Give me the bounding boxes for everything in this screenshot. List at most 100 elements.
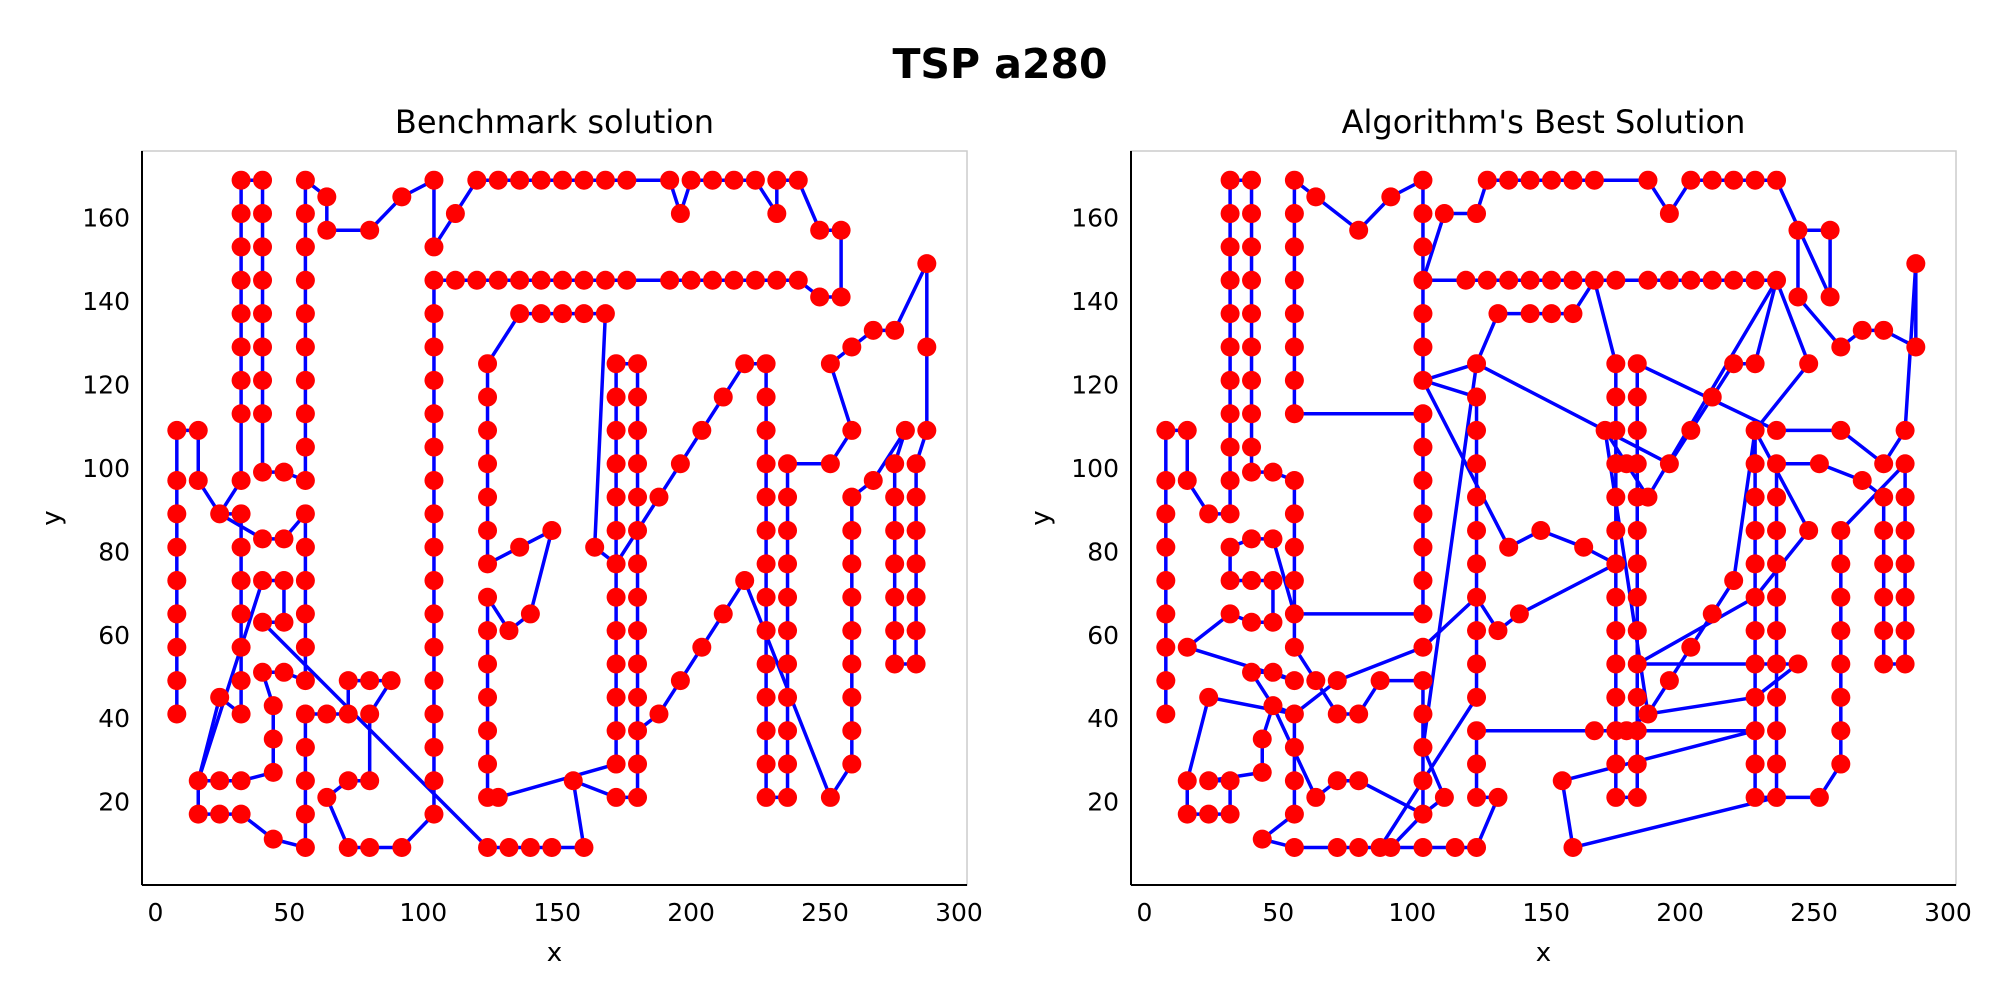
algorithm-city-point [1263, 571, 1283, 591]
algorithm-city-point [1702, 604, 1722, 624]
algorithm-city-point [1745, 521, 1765, 541]
algorithm-city-point [1284, 571, 1304, 591]
algorithm-city-point [1874, 587, 1894, 607]
benchmark-city-point [167, 671, 187, 691]
benchmark-city-point [424, 604, 444, 624]
algorithm-city-point [1906, 254, 1926, 274]
algorithm-city-point [1627, 654, 1647, 674]
algorithm-city-point [1659, 671, 1679, 691]
benchmark-city-point [606, 654, 626, 674]
benchmark-city-point [231, 404, 251, 424]
algorithm-city-point [1520, 270, 1540, 290]
algorithm-city-point [1199, 687, 1219, 707]
benchmark-city-point [842, 687, 862, 707]
algorithm-y-tick-label: 160 [1071, 204, 1119, 233]
benchmark-city-point [585, 537, 605, 557]
algorithm-city-point [1627, 554, 1647, 574]
algorithm-city-point [1745, 270, 1765, 290]
algorithm-city-point [1724, 170, 1744, 190]
benchmark-city-point [392, 837, 412, 857]
benchmark-city-point [767, 270, 787, 290]
algorithm-tour-edge [1753, 361, 1811, 433]
benchmark-city-point [842, 420, 862, 440]
benchmark-city-point [424, 237, 444, 257]
figure-title: TSP a280 [892, 40, 1107, 88]
benchmark-city-point [424, 671, 444, 691]
benchmark-city-point [253, 612, 273, 632]
benchmark-city-point [810, 220, 830, 240]
algorithm-city-point [1724, 571, 1744, 591]
benchmark-city-point [295, 404, 315, 424]
algorithm-city-point [1220, 237, 1240, 257]
benchmark-city-point [424, 571, 444, 591]
benchmark-city-point [778, 554, 798, 574]
algorithm-city-point [1220, 170, 1240, 190]
benchmark-city-point [478, 837, 498, 857]
algorithm-x-tick-label: 150 [1522, 898, 1570, 927]
benchmark-city-point [606, 354, 626, 374]
algorithm-city-point [1242, 571, 1262, 591]
benchmark-city-point [167, 604, 187, 624]
benchmark-city-point [274, 529, 294, 549]
benchmark-tour-edge [528, 528, 554, 616]
benchmark-city-point [735, 571, 755, 591]
benchmark-city-point [553, 304, 573, 324]
algorithm-city-point [1831, 621, 1851, 641]
benchmark-city-point [788, 170, 808, 190]
benchmark-city-point [756, 521, 776, 541]
benchmark-city-point [445, 204, 465, 224]
benchmark-city-point [606, 687, 626, 707]
algorithm-x-tick-label: 250 [1790, 898, 1838, 927]
algorithm-city-point [1284, 737, 1304, 757]
benchmark-tour-edge [260, 620, 490, 850]
benchmark-city-point [885, 654, 905, 674]
benchmark-city-point [628, 454, 648, 474]
benchmark-city-point [424, 804, 444, 824]
algorithm-city-point [1606, 521, 1626, 541]
benchmark-city-point [628, 554, 648, 574]
benchmark-city-point [478, 754, 498, 774]
algorithm-city-point [1488, 621, 1508, 641]
algorithm-city-point [1220, 337, 1240, 357]
benchmark-city-point [478, 354, 498, 374]
algorithm-city-point [1767, 754, 1787, 774]
benchmark-city-point [863, 470, 883, 490]
benchmark-city-point [842, 654, 862, 674]
benchmark-x-tick-label: 250 [801, 898, 849, 927]
benchmark-city-point [231, 671, 251, 691]
benchmark-city-point [231, 804, 251, 824]
benchmark-city-point [885, 521, 905, 541]
algorithm-y-tick-label: 140 [1071, 287, 1119, 316]
benchmark-city-point [553, 170, 573, 190]
algorithm-city-point [1242, 204, 1262, 224]
benchmark-city-point [724, 170, 744, 190]
algorithm-city-point [1831, 337, 1851, 357]
algorithm-city-point [1306, 187, 1326, 207]
algorithm-city-point [1413, 671, 1433, 691]
algorithm-city-point [1284, 671, 1304, 691]
algorithm-city-point [1156, 537, 1176, 557]
algorithm-y-axis-label: y [1026, 510, 1056, 525]
benchmark-city-point [628, 420, 648, 440]
benchmark-city-point [842, 521, 862, 541]
benchmark-city-point [478, 420, 498, 440]
algorithm-city-point [1638, 170, 1658, 190]
algorithm-tour-edge [1517, 562, 1618, 616]
algorithm-city-point [1252, 762, 1272, 782]
algorithm-city-point [1467, 354, 1487, 374]
benchmark-city-point [338, 704, 358, 724]
benchmark-city-point [778, 587, 798, 607]
benchmark-tour-edge [828, 361, 854, 433]
benchmark-city-point [295, 504, 315, 524]
benchmark-y-tick-label: 40 [98, 704, 130, 733]
benchmark-city-point [424, 437, 444, 457]
algorithm-tour-edge [1635, 595, 1757, 666]
benchmark-city-point [831, 287, 851, 307]
algorithm-tour-edge [1796, 295, 1843, 349]
algorithm-city-point [1767, 270, 1787, 290]
benchmark-city-point [424, 771, 444, 791]
algorithm-city-point [1702, 270, 1722, 290]
algorithm-city-point [1263, 529, 1283, 549]
benchmark-city-point [660, 170, 680, 190]
algorithm-city-point [1284, 304, 1304, 324]
